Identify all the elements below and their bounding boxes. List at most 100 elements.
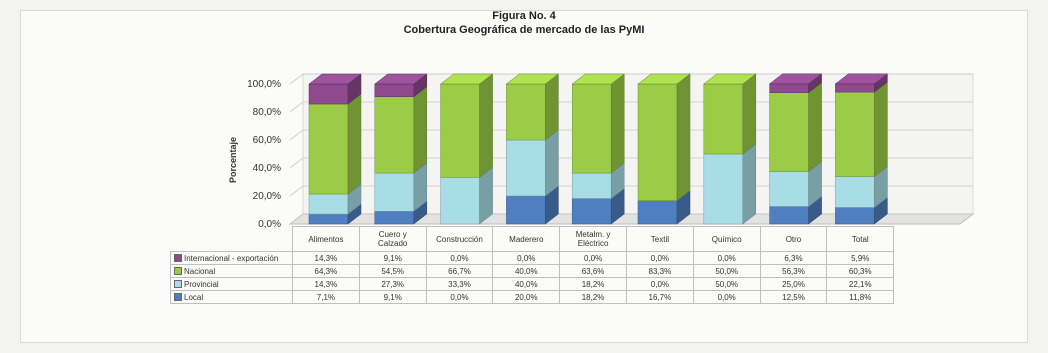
bar-segment-side — [545, 129, 559, 197]
table-cell: 7,1% — [292, 290, 360, 304]
table-cell: 63,6% — [559, 264, 627, 278]
y-axis-label: Porcentaje — [228, 137, 238, 183]
legend-key — [174, 280, 182, 289]
bar-top-face — [505, 73, 560, 85]
bar-segment-nacional — [440, 83, 480, 178]
bar-segment-provincial — [703, 153, 744, 225]
legend-entry: Nacional — [170, 264, 293, 278]
table-cell: 50,0% — [692, 264, 761, 278]
bar-segment-provincial — [440, 177, 480, 225]
bar-segment-side — [808, 82, 822, 173]
series-name: Nacional — [184, 266, 216, 276]
table-cell: 0,0% — [625, 251, 694, 265]
table-header-row: Alimentos Cuero y Calzado Construcción Mader… — [171, 226, 895, 252]
table-cell: 83,3% — [625, 264, 694, 278]
category-label: Metalm. y Eléctrico — [559, 226, 627, 252]
bar-segment-nacional — [506, 83, 546, 141]
category-label: Total — [826, 226, 895, 252]
bar-segment-local — [637, 200, 678, 225]
table-corner — [171, 227, 293, 252]
table-cell: 14,3% — [292, 251, 360, 265]
table-cell: 40,0% — [492, 277, 561, 291]
bar-segment-nacional — [308, 103, 349, 195]
table-cell: 9,1% — [358, 290, 427, 304]
bar-segment-local — [571, 198, 612, 225]
table-row: Nacional 64,3% 54,5% 66,7% 40,0% 63,6% 83,3% 50… — [170, 264, 895, 278]
table-cell: 0,0% — [692, 251, 761, 265]
bar-segment-internacional — [374, 83, 415, 97]
table-cell: 14,3% — [292, 277, 360, 291]
bar-top-face — [768, 73, 823, 85]
table-cell: 40,0% — [492, 264, 561, 278]
y-tick-label: 100,0% — [247, 79, 281, 90]
bar-segment-nacional — [703, 83, 744, 155]
table-cell: 56,3% — [759, 264, 828, 278]
table-cell: 66,7% — [425, 264, 494, 278]
table-cell: 12,5% — [759, 290, 828, 304]
bar-segment-nacional — [571, 83, 612, 174]
table-cell: 9,1% — [358, 251, 427, 265]
bar-segment-local — [769, 206, 809, 225]
table-cell: 27,3% — [358, 277, 427, 291]
data-table: Alimentos Cuero y Calzado Construcción Mader… — [170, 226, 895, 304]
bar-top-face — [308, 73, 362, 85]
table-cell: 0,0% — [425, 251, 494, 265]
table-cell: 6,3% — [759, 251, 828, 265]
bar-segment-nacional — [374, 96, 415, 174]
table-cell: 25,0% — [759, 277, 828, 291]
table-cell: 18,2% — [559, 277, 627, 291]
bar-segment-side — [610, 73, 625, 174]
table-cell: 33,3% — [425, 277, 494, 291]
series-name: Internacional - exportación — [184, 253, 279, 263]
table-cell: 11,8% — [826, 290, 895, 304]
y-tick-label: 60,0% — [253, 135, 281, 146]
bar-segment-nacional — [637, 83, 678, 201]
bar-segment-local — [308, 213, 349, 225]
category-label: Otro — [759, 226, 828, 252]
table-cell: 16,7% — [625, 290, 694, 304]
bar-segment-provincial — [506, 139, 546, 197]
legend-key — [174, 293, 182, 302]
bar-segment-local — [374, 211, 415, 225]
legend-key — [174, 267, 182, 276]
figure-number: Figura No. 4 — [492, 10, 556, 22]
y-tick-label: 80,0% — [253, 107, 281, 118]
bar-segment-side — [545, 73, 559, 141]
y-tick-label: 20,0% — [253, 191, 281, 202]
bar-top-face — [439, 73, 494, 85]
y-tick-label: 40,0% — [253, 163, 281, 174]
table-cell: 0,0% — [425, 290, 494, 304]
bar-segment-provincial — [835, 176, 875, 208]
table-cell: 50,0% — [692, 277, 761, 291]
table-cell: 20,0% — [492, 290, 561, 304]
category-label: Químico — [692, 226, 761, 252]
table-row: Provincial 14,3% 27,3% 33,3% 40,0% 18,2% 0,0% 5… — [170, 277, 895, 291]
bar-segment-internacional — [835, 83, 875, 93]
table-cell: 54,5% — [358, 264, 427, 278]
table-row: Internacional - exportación 14,3% 9,1% 0,0%… — [170, 251, 895, 265]
table-cell: 5,9% — [826, 251, 895, 265]
category-label: Cuero y Calzado — [358, 226, 427, 252]
bar-segment-side — [874, 81, 888, 178]
bar-segment-nacional — [835, 91, 875, 177]
table-cell: 0,0% — [492, 251, 561, 265]
table-cell: 0,0% — [559, 251, 627, 265]
bar-segment-side — [413, 86, 428, 174]
table-cell: 18,2% — [559, 290, 627, 304]
category-label: Alimentos — [292, 226, 360, 252]
bar-segment-provincial — [571, 172, 612, 199]
bar-top-face — [703, 73, 757, 85]
bar-segment-local — [835, 207, 875, 225]
bar-segment-side — [676, 73, 691, 202]
bar-segment-provincial — [374, 172, 415, 212]
bar-segment-local — [506, 195, 546, 225]
y-tick-label: 0,0% — [258, 219, 281, 230]
table-cell: 64,3% — [292, 264, 360, 278]
category-label: Textil — [625, 226, 694, 252]
bar-top-face — [637, 73, 691, 85]
bar-segment-side — [347, 93, 362, 195]
legend-entry: Local — [170, 290, 293, 304]
bar-top-face — [374, 73, 428, 85]
bar-segment-side — [742, 143, 757, 225]
